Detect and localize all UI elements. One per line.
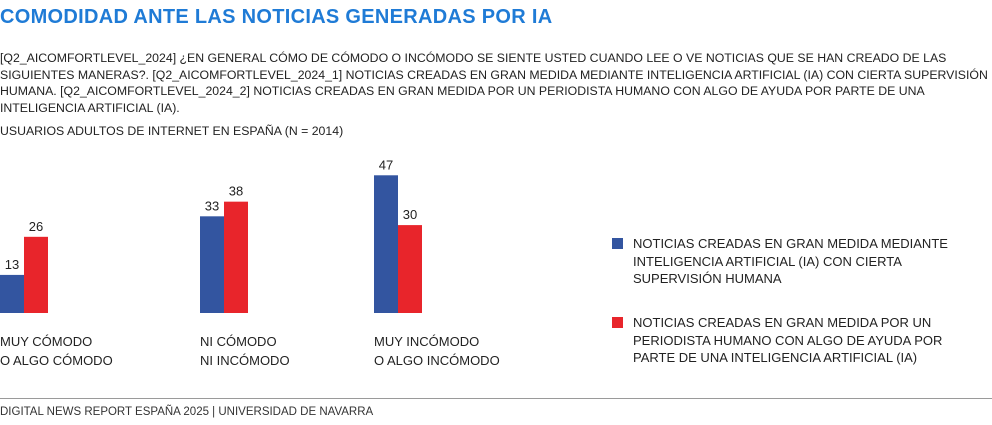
survey-question: [Q2_AICOMFORTLEVEL_2024] ¿EN GENERAL CÓM… (0, 51, 988, 115)
legend-label: NOTICIAS CREADAS EN GRAN MEDIDA MEDIANTE… (633, 236, 948, 286)
data-label-ia-supervision-humana-comodo: 13 (5, 257, 19, 272)
category-label-line: MUY INCÓMODO (374, 334, 480, 349)
bar-ia-supervision-humana-neutral (200, 216, 224, 313)
legend-label: NOTICIAS CREADAS EN GRAN MEDIDA POR UN P… (633, 315, 943, 365)
legend-item-periodista: NOTICIAS CREADAS EN GRAN MEDIDA POR UN P… (612, 314, 972, 367)
category-label-neutral: NI CÓMODO NI INCÓMODO (200, 332, 290, 370)
data-label-periodista-ayuda-ia-comodo: 26 (29, 219, 43, 234)
legend: NOTICIAS CREADAS EN GRAN MEDIDA MEDIANTE… (612, 235, 972, 288)
category-label-incomodo: MUY INCÓMODO O ALGO INCÓMODO (374, 332, 500, 370)
legend-item-ia: NOTICIAS CREADAS EN GRAN MEDIDA MEDIANTE… (612, 235, 972, 288)
category-label-line: MUY CÓMODO (0, 334, 93, 349)
sample-description: USUARIOS ADULTOS DE INTERNET EN ESPAÑA (… (0, 124, 344, 138)
category-label-line: NI CÓMODO (200, 334, 277, 349)
bar-periodista-ayuda-ia-neutral (224, 201, 248, 313)
bar-ia-supervision-humana-incomodo (374, 175, 398, 313)
legend-swatch-blue (612, 238, 623, 249)
legend: NOTICIAS CREADAS EN GRAN MEDIDA POR UN P… (612, 314, 972, 367)
data-label-ia-supervision-humana-neutral: 33 (205, 198, 219, 213)
bar-periodista-ayuda-ia-incomodo (398, 225, 422, 313)
category-label-line: O ALGO CÓMODO (0, 353, 113, 368)
chart-title: COMODIDAD ANTE LAS NOTICIAS GENERADAS PO… (0, 6, 553, 28)
category-label-line: NI INCÓMODO (200, 353, 290, 368)
footer-divider (0, 398, 992, 399)
source-note: DIGITAL NEWS REPORT ESPAÑA 2025 | UNIVER… (0, 406, 374, 418)
category-label-line: O ALGO INCÓMODO (374, 353, 500, 368)
bar-ia-supervision-humana-comodo (0, 274, 24, 313)
bar-periodista-ayuda-ia-comodo (24, 236, 48, 313)
legend-swatch-red (612, 317, 623, 328)
data-label-periodista-ayuda-ia-incomodo: 30 (403, 207, 417, 222)
data-label-periodista-ayuda-ia-neutral: 38 (229, 184, 243, 199)
bar-chart: 13 26 33 38 47 30 (0, 157, 422, 313)
category-label-comodo: MUY CÓMODO O ALGO CÓMODO (0, 332, 113, 370)
data-label-ia-supervision-humana-incomodo: 47 (379, 157, 393, 172)
